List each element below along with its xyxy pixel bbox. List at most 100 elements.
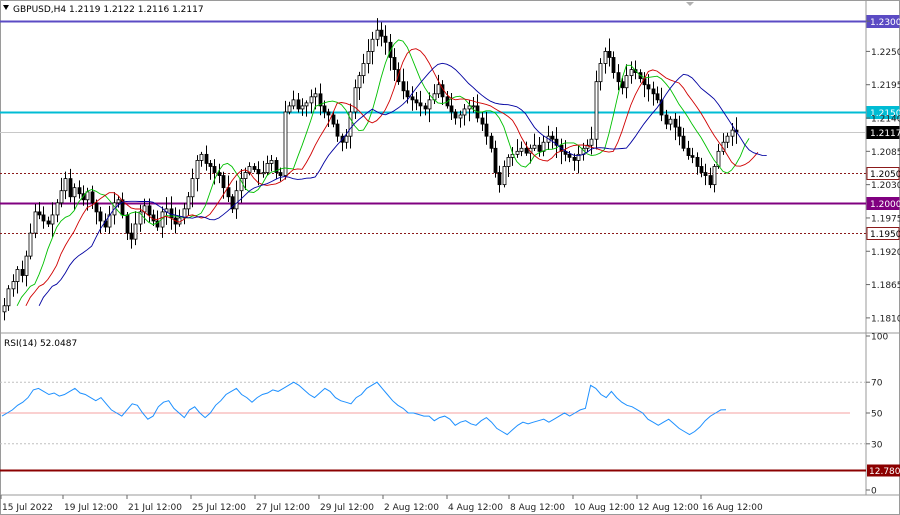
candle-104[interactable] xyxy=(458,114,463,119)
candle-8[interactable] xyxy=(37,211,42,216)
symbol-menu-icon[interactable] xyxy=(3,5,9,10)
candle-120[interactable] xyxy=(528,147,533,154)
candle-118[interactable] xyxy=(519,147,524,152)
candle-9[interactable] xyxy=(41,214,46,222)
candle-85[interactable] xyxy=(375,29,380,40)
candle-126[interactable] xyxy=(554,138,559,146)
candle-166[interactable] xyxy=(730,129,735,137)
candle-44[interactable] xyxy=(195,160,200,179)
candle-143[interactable] xyxy=(629,69,634,77)
candle-14[interactable] xyxy=(63,178,68,192)
candle-138[interactable] xyxy=(607,50,612,58)
candle-21[interactable] xyxy=(94,202,99,213)
candle-91[interactable] xyxy=(401,81,406,92)
candle-130[interactable] xyxy=(572,156,577,161)
candle-48[interactable] xyxy=(212,166,217,173)
candle-6[interactable] xyxy=(28,232,33,257)
candle-89[interactable] xyxy=(392,57,397,70)
candle-121[interactable] xyxy=(532,144,537,149)
candle-103[interactable] xyxy=(453,111,458,119)
candle-76[interactable] xyxy=(335,123,340,137)
candle-137[interactable] xyxy=(603,50,608,64)
candle-15[interactable] xyxy=(68,178,73,198)
candle-75[interactable] xyxy=(331,114,336,125)
candle-96[interactable] xyxy=(423,105,428,110)
candle-86[interactable] xyxy=(379,29,384,37)
candle-156[interactable] xyxy=(686,147,691,156)
candle-47[interactable] xyxy=(208,163,213,167)
candle-136[interactable] xyxy=(598,63,603,83)
candle-3[interactable] xyxy=(15,269,20,282)
candle-26[interactable] xyxy=(116,199,121,204)
candle-123[interactable] xyxy=(541,141,546,152)
candle-140[interactable] xyxy=(616,72,621,83)
candle-45[interactable] xyxy=(199,153,204,161)
candle-148[interactable] xyxy=(651,88,656,95)
candle-155[interactable] xyxy=(681,135,686,149)
candle-64[interactable] xyxy=(283,111,288,176)
candle-97[interactable] xyxy=(427,99,432,110)
candle-161[interactable] xyxy=(708,175,713,186)
candle-152[interactable] xyxy=(668,118,673,125)
candle-107[interactable] xyxy=(471,105,476,108)
candle-134[interactable] xyxy=(589,138,594,146)
candle-59[interactable] xyxy=(261,172,266,175)
candle-93[interactable] xyxy=(410,96,415,101)
candle-162[interactable] xyxy=(712,166,717,186)
candle-42[interactable] xyxy=(186,196,191,210)
candle-142[interactable] xyxy=(624,75,629,89)
candle-135[interactable] xyxy=(594,81,599,140)
candle-125[interactable] xyxy=(550,135,555,140)
candle-153[interactable] xyxy=(673,118,678,128)
candle-71[interactable] xyxy=(313,93,318,98)
candle-112[interactable] xyxy=(493,147,498,173)
candle-68[interactable] xyxy=(300,105,305,110)
candle-81[interactable] xyxy=(357,75,362,89)
candle-154[interactable] xyxy=(677,126,682,137)
candle-83[interactable] xyxy=(366,50,371,64)
candle-35[interactable] xyxy=(155,220,160,228)
candle-65[interactable] xyxy=(287,105,292,113)
candle-102[interactable] xyxy=(449,105,454,113)
candle-165[interactable] xyxy=(725,135,730,143)
candle-69[interactable] xyxy=(304,102,309,107)
candle-87[interactable] xyxy=(383,35,388,43)
candle-72[interactable] xyxy=(318,93,323,107)
candle-73[interactable] xyxy=(322,105,327,113)
candle-94[interactable] xyxy=(414,99,419,104)
candle-114[interactable] xyxy=(502,166,507,186)
candle-58[interactable] xyxy=(256,169,261,175)
candle-20[interactable] xyxy=(90,191,95,204)
candle-113[interactable] xyxy=(497,172,502,186)
candle-34[interactable] xyxy=(151,214,156,222)
candle-159[interactable] xyxy=(699,166,704,173)
candle-57[interactable] xyxy=(252,166,257,170)
candle-149[interactable] xyxy=(655,93,660,101)
candle-11[interactable] xyxy=(50,214,55,225)
candle-122[interactable] xyxy=(537,144,542,152)
candle-52[interactable] xyxy=(230,196,235,210)
candle-139[interactable] xyxy=(611,57,616,73)
candle-33[interactable] xyxy=(147,205,152,216)
candle-46[interactable] xyxy=(204,153,209,164)
candle-60[interactable] xyxy=(265,163,270,173)
candle-111[interactable] xyxy=(489,135,494,149)
candle-2[interactable] xyxy=(11,281,16,290)
candle-51[interactable] xyxy=(226,187,231,198)
candle-55[interactable] xyxy=(243,172,248,179)
candle-150[interactable] xyxy=(659,99,664,116)
candle-27[interactable] xyxy=(120,199,125,216)
candle-157[interactable] xyxy=(690,155,695,158)
candle-0[interactable] xyxy=(2,305,7,313)
candle-1[interactable] xyxy=(6,288,11,307)
candle-117[interactable] xyxy=(515,150,520,155)
candle-141[interactable] xyxy=(620,81,625,89)
candle-74[interactable] xyxy=(326,111,331,116)
candle-79[interactable] xyxy=(348,111,353,137)
candle-95[interactable] xyxy=(418,102,423,107)
candle-151[interactable] xyxy=(664,114,669,125)
candle-17[interactable] xyxy=(77,187,82,195)
candle-99[interactable] xyxy=(436,84,441,95)
candle-19[interactable] xyxy=(85,191,90,201)
candle-12[interactable] xyxy=(55,202,60,216)
